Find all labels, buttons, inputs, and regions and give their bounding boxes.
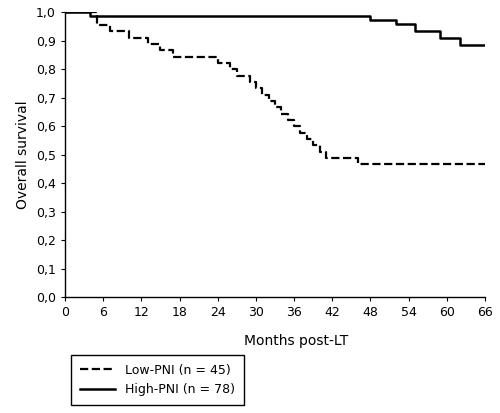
High-PNI (n = 78): [88, 10, 94, 15]
Line: Low-PNI (n = 45): Low-PNI (n = 45): [65, 12, 485, 165]
High-PNI (n = 78): [393, 21, 399, 26]
Low-PNI (n = 45): [348, 156, 354, 161]
High-PNI (n = 78): [438, 36, 444, 41]
Line: High-PNI (n = 78): High-PNI (n = 78): [65, 12, 485, 45]
High-PNI (n = 78): [368, 14, 374, 19]
High-PNI (n = 78): [393, 17, 399, 22]
Text: Months post-LT: Months post-LT: [244, 335, 348, 349]
Y-axis label: Overall survival: Overall survival: [16, 100, 30, 209]
Low-PNI (n = 45): [368, 162, 374, 167]
High-PNI (n = 78): [88, 14, 94, 19]
Low-PNI (n = 45): [482, 163, 488, 168]
High-PNI (n = 78): [482, 43, 488, 47]
Low-PNI (n = 45): [393, 162, 399, 167]
Low-PNI (n = 45): [316, 149, 322, 154]
High-PNI (n = 78): [368, 17, 374, 22]
High-PNI (n = 78): [412, 21, 418, 26]
Legend: Low-PNI (n = 45), High-PNI (n = 78): Low-PNI (n = 45), High-PNI (n = 78): [72, 355, 244, 405]
High-PNI (n = 78): [214, 14, 220, 19]
High-PNI (n = 78): [438, 28, 444, 33]
High-PNI (n = 78): [74, 10, 80, 15]
High-PNI (n = 78): [412, 28, 418, 33]
Low-PNI (n = 45): [62, 10, 68, 15]
High-PNI (n = 78): [456, 36, 462, 41]
High-PNI (n = 78): [482, 43, 488, 47]
High-PNI (n = 78): [291, 14, 297, 19]
High-PNI (n = 78): [62, 10, 68, 15]
High-PNI (n = 78): [74, 10, 80, 15]
Low-PNI (n = 45): [406, 162, 411, 167]
High-PNI (n = 78): [214, 14, 220, 19]
High-PNI (n = 78): [456, 43, 462, 47]
Low-PNI (n = 45): [298, 130, 304, 135]
High-PNI (n = 78): [291, 14, 297, 19]
